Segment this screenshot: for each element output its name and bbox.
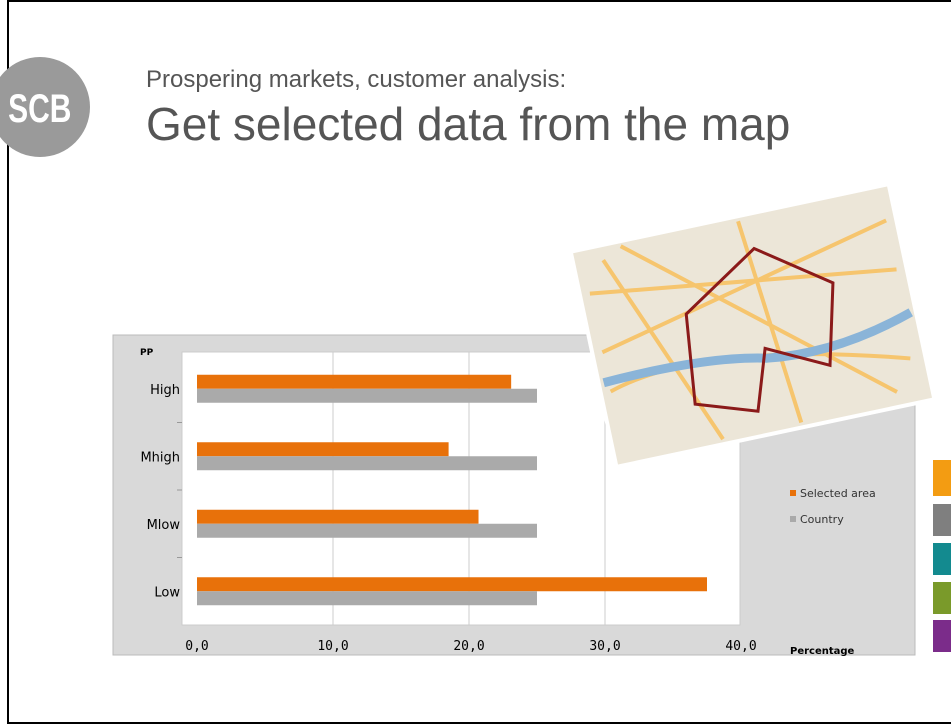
swatch bbox=[933, 620, 951, 652]
y-axis-label: PP bbox=[140, 348, 154, 358]
legend-label: Selected area bbox=[800, 487, 876, 500]
bar bbox=[197, 524, 537, 538]
x-tick-label: 0,0 bbox=[185, 639, 208, 654]
bar bbox=[197, 577, 707, 591]
bar bbox=[197, 456, 537, 470]
legend-label: Country bbox=[800, 513, 844, 526]
x-tick-label: 10,0 bbox=[317, 639, 348, 654]
swatch bbox=[933, 460, 951, 496]
x-tick-label: 40,0 bbox=[725, 639, 756, 654]
y-tick-label: High bbox=[150, 383, 180, 398]
bar bbox=[197, 389, 537, 403]
bar bbox=[197, 510, 479, 524]
bar bbox=[197, 442, 449, 456]
slide: SCB Prospering markets, customer analysi… bbox=[0, 0, 951, 724]
bar bbox=[197, 375, 511, 389]
bar bbox=[197, 591, 537, 605]
title: Get selected data from the map bbox=[146, 98, 790, 150]
x-tick-label: 20,0 bbox=[453, 639, 484, 654]
legend-swatch bbox=[790, 516, 796, 522]
subtitle: Prospering markets, customer analysis: bbox=[146, 66, 566, 93]
x-axis-label: Percentage bbox=[790, 646, 855, 657]
swatch bbox=[933, 543, 951, 575]
x-tick-label: 30,0 bbox=[589, 639, 620, 654]
y-tick-label: Mlow bbox=[147, 518, 181, 533]
swatch bbox=[933, 582, 951, 614]
y-tick-label: Mhigh bbox=[140, 450, 180, 465]
logo-text: SCB bbox=[8, 87, 71, 131]
y-tick-label: Low bbox=[154, 585, 180, 600]
legend-swatch bbox=[790, 490, 796, 496]
swatch bbox=[933, 504, 951, 536]
